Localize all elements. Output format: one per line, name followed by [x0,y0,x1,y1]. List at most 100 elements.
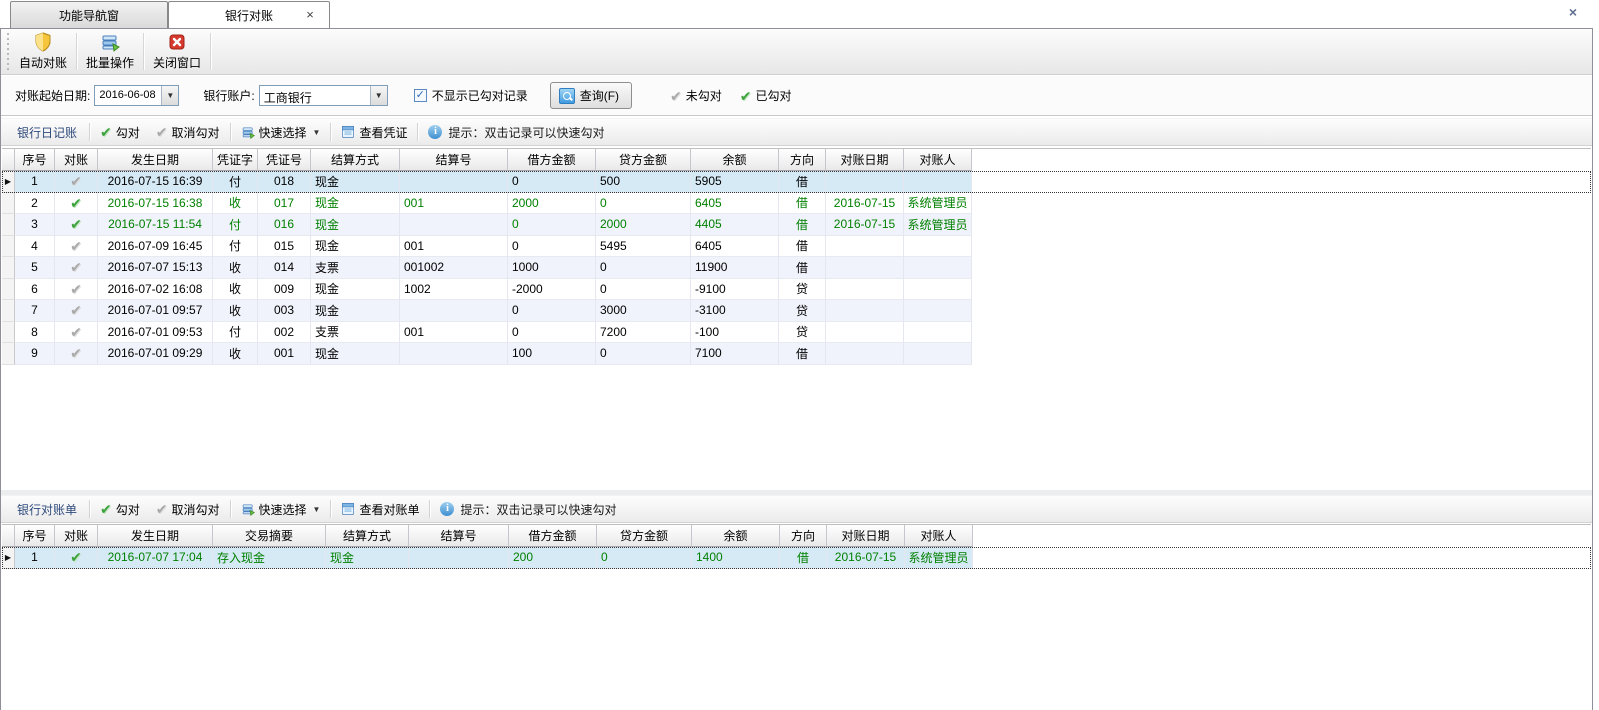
cell[interactable]: ✔ [55,547,98,569]
cell[interactable]: ✔ [55,257,98,279]
column-header[interactable]: 对账人 [904,149,972,171]
cell[interactable]: 系统管理员 [904,214,972,236]
cell[interactable]: 现金 [311,192,400,214]
column-header[interactable]: 对账日期 [826,149,904,171]
cell[interactable] [826,235,904,257]
cell[interactable]: 009 [258,278,311,300]
cell[interactable]: 贷 [779,321,826,343]
column-header[interactable]: 方向 [779,149,826,171]
cell[interactable]: 2016-07-02 16:08 [98,278,213,300]
cell[interactable]: 借 [779,235,826,257]
cell[interactable]: 1 [15,547,55,569]
cell[interactable]: 018 [258,171,311,193]
column-header[interactable]: 结算号 [409,525,509,547]
cell[interactable]: 7100 [691,343,779,365]
cell[interactable]: 现金 [311,171,400,193]
column-header[interactable]: 借方金额 [509,525,597,547]
statement-uncheck-button[interactable]: ✔ 取消勾对 [148,498,228,520]
close-window-button[interactable]: 关闭窗口 [145,29,209,74]
cell[interactable]: 1000 [508,257,596,279]
statement-quick-select-button[interactable]: 快速选择 ▼ [233,498,329,520]
chevron-down-icon[interactable]: ▼ [369,86,387,105]
query-button[interactable]: 查询(F) [549,82,633,109]
cell[interactable]: 存入现金 [213,547,326,569]
hide-matched-checkbox[interactable]: ✓ [413,89,427,102]
cell[interactable]: 2016-07-01 09:57 [98,300,213,322]
journal-check-button[interactable]: ✔ 勾对 [92,121,148,143]
cell[interactable]: 2000 [596,214,691,236]
cell[interactable]: 收 [213,300,258,322]
cell[interactable]: 0 [596,192,691,214]
cell[interactable]: 3000 [596,300,691,322]
cell[interactable]: 200 [509,547,597,569]
cell[interactable] [904,235,972,257]
cell[interactable]: 2000 [508,192,596,214]
cell[interactable]: 0 [508,214,596,236]
cell[interactable]: 1400 [692,547,780,569]
column-header[interactable]: 余额 [692,525,780,547]
cell[interactable]: 借 [779,171,826,193]
cell[interactable]: 借 [779,192,826,214]
cell[interactable] [904,257,972,279]
column-header[interactable]: 序号 [15,149,55,171]
cell[interactable]: ✔ [55,171,98,193]
cell[interactable]: 系统管理员 [904,192,972,214]
cell[interactable]: 付 [213,321,258,343]
cell[interactable]: 2016-07-07 15:13 [98,257,213,279]
cell[interactable]: 现金 [311,343,400,365]
cell[interactable]: 现金 [311,214,400,236]
cell[interactable]: 2016-07-15 11:54 [98,214,213,236]
cell[interactable]: 0 [596,278,691,300]
cell[interactable]: 借 [779,257,826,279]
cell[interactable]: -2000 [508,278,596,300]
cell[interactable]: 015 [258,235,311,257]
cell[interactable]: 6405 [691,235,779,257]
cell[interactable] [400,300,508,322]
cell[interactable]: 现金 [326,547,409,569]
column-header[interactable]: 发生日期 [98,525,213,547]
cell[interactable]: 100 [508,343,596,365]
column-header[interactable]: 序号 [15,525,55,547]
cell[interactable]: 0 [508,300,596,322]
cell[interactable]: ✔ [55,214,98,236]
cell[interactable] [826,343,904,365]
cell[interactable]: 3 [15,214,55,236]
statement-check-button[interactable]: ✔ 勾对 [92,498,148,520]
column-header[interactable]: 交易摘要 [213,525,326,547]
cell[interactable] [904,343,972,365]
cell[interactable]: 2016-07-01 09:53 [98,321,213,343]
cell[interactable] [904,278,972,300]
column-header[interactable]: 发生日期 [98,149,213,171]
cell[interactable]: 系统管理员 [905,547,973,569]
cell[interactable]: 6405 [691,192,779,214]
tab-close-icon[interactable]: × [306,7,314,22]
column-header[interactable]: 对账日期 [827,525,905,547]
cell[interactable]: 11900 [691,257,779,279]
cell[interactable]: 4405 [691,214,779,236]
cell[interactable]: ✔ [55,235,98,257]
cell[interactable]: ✔ [55,300,98,322]
cell[interactable]: 4 [15,235,55,257]
cell[interactable]: 贷 [779,278,826,300]
table-row[interactable]: ▶ 1 ✔ 2016-07-15 16:39 付 018 现金 0 500 5905 借 [2,171,1591,193]
table-row[interactable]: 4 ✔ 2016-07-09 16:45 付 015 现金 001 0 5495 6405 借 [2,235,1591,257]
cell[interactable]: 收 [213,278,258,300]
cell[interactable]: 001 [258,343,311,365]
cell[interactable]: 支票 [311,257,400,279]
cell[interactable]: 1 [15,171,55,193]
cell[interactable]: 0 [596,257,691,279]
cell[interactable]: 2 [15,192,55,214]
cell[interactable]: 8 [15,321,55,343]
cell[interactable]: 0 [596,343,691,365]
cell[interactable]: 2016-07-15 [827,547,905,569]
cell[interactable]: -3100 [691,300,779,322]
cell[interactable] [826,171,904,193]
table-row[interactable]: 6 ✔ 2016-07-02 16:08 收 009 现金 1002 -2000 0 -9100 贷 [2,278,1591,300]
column-header[interactable]: 方向 [780,525,827,547]
cell[interactable]: 0 [508,235,596,257]
cell[interactable]: ✔ [55,192,98,214]
cell[interactable] [826,300,904,322]
cell[interactable]: 收 [213,257,258,279]
cell[interactable]: 借 [779,343,826,365]
cell[interactable] [409,547,509,569]
